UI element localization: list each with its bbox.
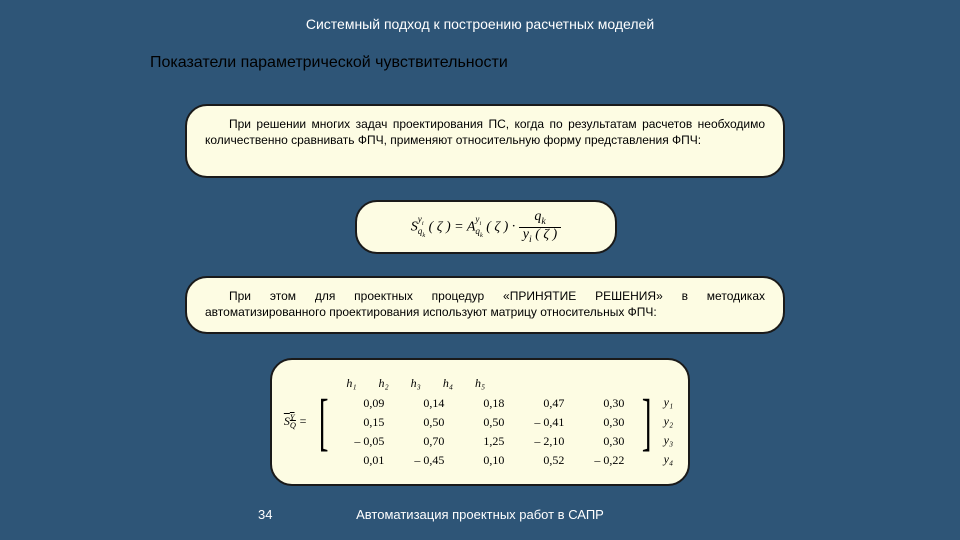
matrix-lhs: SYQ = [284, 414, 307, 429]
text-1: При решении многих задач проектирования … [205, 117, 765, 147]
matrix-col-labels: h₁ h₂ h₃ h₄ h₅ [334, 374, 497, 393]
matrix: SYQ = [ h₁ h₂ h₃ h₄ h₅ 0,090,140,180,470… [284, 374, 676, 471]
footer: Автоматизация проектных работ в САПР [0, 507, 960, 522]
text-2: При этом для проектных процедур «ПРИНЯТИ… [205, 289, 765, 319]
section-title: Показатели параметрической чувствительно… [150, 54, 508, 72]
matrix-body: 0,090,140,180,470,30 0,150,500,50– 0,410… [334, 393, 636, 471]
text-box-1: При решении многих задач проектирования … [185, 104, 785, 178]
formula-box: Syiqk ( ζ ) = Ayiqk ( ζ ) · qk yi ( ζ ) [355, 200, 617, 254]
slide-header: Системный подход к построению расчетных … [0, 16, 960, 32]
formula: Syiqk ( ζ ) = Ayiqk ( ζ ) · qk yi ( ζ ) [411, 210, 561, 244]
right-bracket: ] [642, 390, 652, 454]
matrix-row-labels: y₁ y₂ y₃ y₄ [658, 374, 677, 470]
matrix-box: SYQ = [ h₁ h₂ h₃ h₄ h₅ 0,090,140,180,470… [270, 358, 690, 486]
text-box-2: При этом для проектных процедур «ПРИНЯТИ… [185, 276, 785, 334]
left-bracket: [ [319, 390, 329, 454]
